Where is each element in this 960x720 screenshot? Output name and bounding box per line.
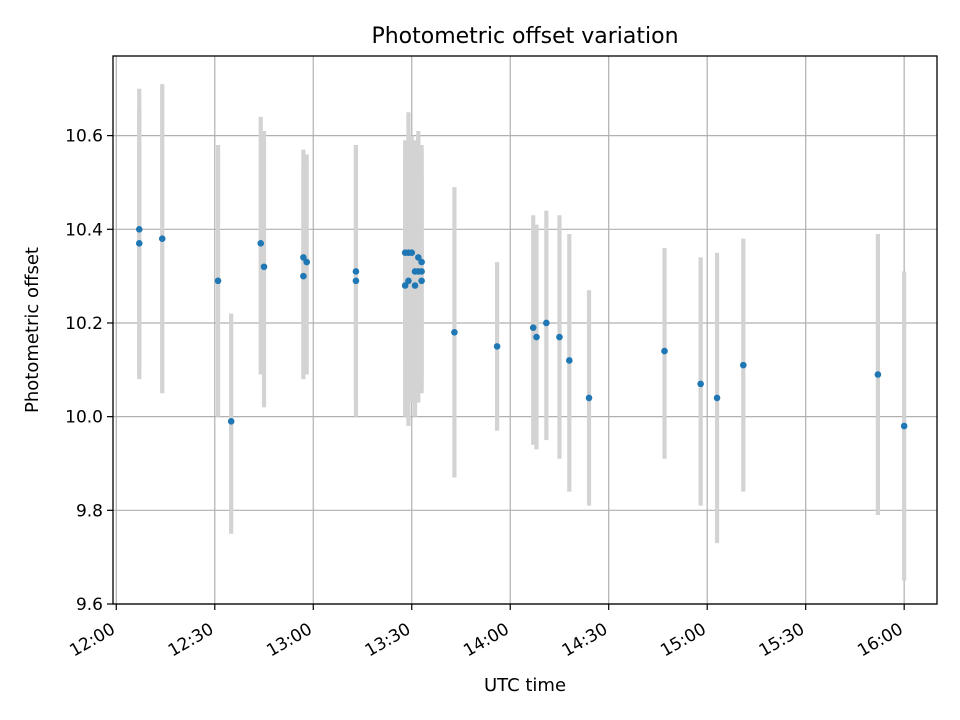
data-point <box>300 272 307 280</box>
data-point <box>411 282 419 289</box>
data-point <box>300 254 307 261</box>
data-point <box>543 319 550 327</box>
data-point <box>585 394 593 402</box>
data-points <box>135 225 908 430</box>
data-point <box>214 277 222 285</box>
y-tick-label: 10.4 <box>65 220 103 240</box>
plot-frame <box>112 55 938 605</box>
data-point <box>874 371 882 378</box>
data-point <box>408 249 416 257</box>
data-point <box>352 268 360 275</box>
data-point <box>713 394 721 402</box>
data-point <box>405 277 412 285</box>
data-point <box>352 277 360 285</box>
data-point <box>257 240 265 247</box>
data-point <box>135 225 143 233</box>
data-point <box>493 343 501 350</box>
data-point <box>740 361 747 369</box>
data-point <box>556 333 563 341</box>
data-point <box>533 333 540 341</box>
data-point <box>158 235 166 242</box>
chart-title: Photometric offset variation <box>371 24 678 49</box>
data-point <box>451 329 458 336</box>
y-tick-label: 10.0 <box>65 408 103 428</box>
data-point <box>697 380 704 388</box>
y-tick-label: 10.2 <box>65 314 103 334</box>
data-point <box>418 268 425 275</box>
y-axis-label: Photometric offset <box>22 247 43 413</box>
data-point <box>401 282 409 289</box>
data-point <box>661 347 668 355</box>
grid <box>113 56 937 605</box>
data-point <box>418 258 425 266</box>
data-point <box>227 418 235 425</box>
data-point <box>303 258 310 266</box>
x-axis-label: UTC time <box>484 675 566 696</box>
y-axis: 9.6 9.8 10.0 10.2 10.4 10.6 <box>65 127 113 615</box>
data-point <box>418 277 425 285</box>
data-point <box>566 357 573 364</box>
data-point <box>900 422 908 430</box>
y-tick-label: 9.6 <box>76 595 103 615</box>
data-point <box>260 263 268 271</box>
data-point <box>415 254 422 261</box>
y-tick-label: 9.8 <box>76 501 103 521</box>
data-point <box>529 324 537 331</box>
y-tick-label: 10.6 <box>65 127 103 147</box>
data-point <box>135 240 143 247</box>
